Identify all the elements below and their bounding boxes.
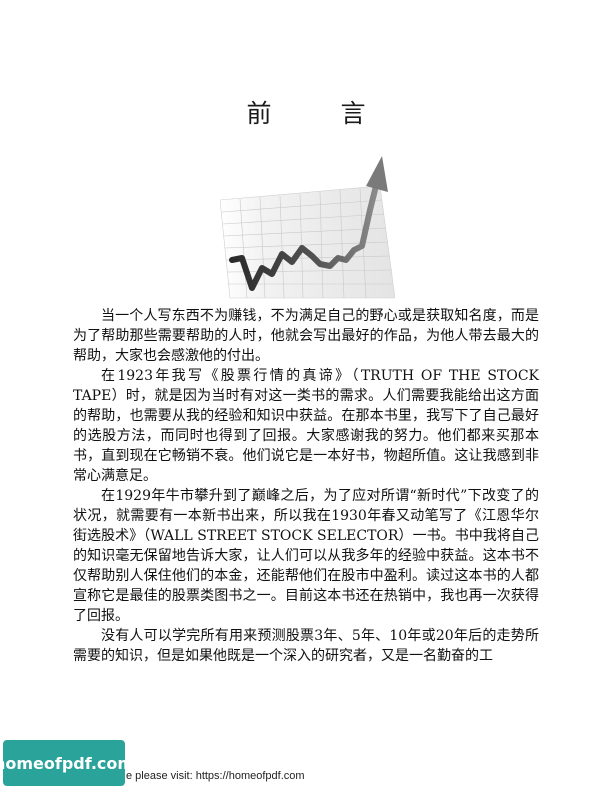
rising-stock-chart-illustration xyxy=(220,156,395,299)
paragraph: 在1923年我写《股票行情的真谛》（TRUTH OF THE STOCK TAP… xyxy=(73,368,539,484)
footer-link[interactable]: e please visit: https://homeofpdf.com xyxy=(126,770,305,782)
paragraph: 当一个人写东西不为赚钱，不为满足自己的野心或是获取知名度，而是为了帮助那些需要帮… xyxy=(73,308,539,364)
paragraph: 在1929年牛市攀升到了巅峰之后，为了应对所谓“新时代”下改变了的状况，就需要有… xyxy=(73,488,539,624)
paragraph: 没有人可以学完所有用来预测股票3年、5年、10年或20年后的走势所需要的知识，但… xyxy=(73,628,539,664)
homeofpdf-badge[interactable]: homeofpdf.com xyxy=(0,740,134,786)
body-text: 当一个人写东西不为赚钱，不为满足自己的野心或是获取知名度，而是为了帮助那些需要帮… xyxy=(73,306,539,666)
page-title: 前 言 xyxy=(246,99,388,128)
